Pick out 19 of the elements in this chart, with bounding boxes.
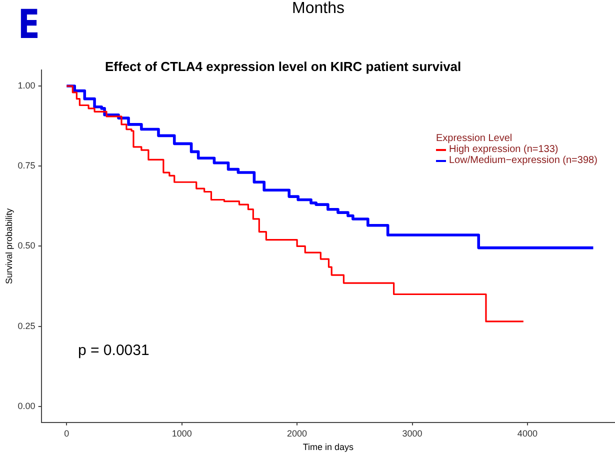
y-tick-label: 1.00 xyxy=(18,80,36,91)
annotation: p = 0.0031 xyxy=(78,342,150,359)
text: Months xyxy=(292,0,344,18)
x-tick-label: 3000 xyxy=(402,428,422,438)
y-axis-title: Survival probability xyxy=(4,208,14,284)
legend-label: High expression (n=133) xyxy=(449,144,558,155)
x-tick-label: 4000 xyxy=(517,428,538,438)
x-axis-title: Time in days xyxy=(302,442,354,452)
chart-title: Effect of CTLA4 expression level on KIRC patient survival xyxy=(105,59,462,74)
y-tick-label: 0.00 xyxy=(18,400,36,411)
y-tick-label: 0.50 xyxy=(18,240,36,251)
y-tick-label: 0.25 xyxy=(18,320,36,331)
x-tick-label: 2000 xyxy=(287,428,308,438)
legend-title: Expression Level xyxy=(436,133,514,144)
text: E xyxy=(18,2,40,48)
y-tick-label: 0.75 xyxy=(18,160,36,171)
legend-label: Low/Medium−expression (n=398) xyxy=(449,155,598,166)
x-tick-label: 1000 xyxy=(172,428,192,438)
x-tick-label: 0 xyxy=(64,428,70,438)
